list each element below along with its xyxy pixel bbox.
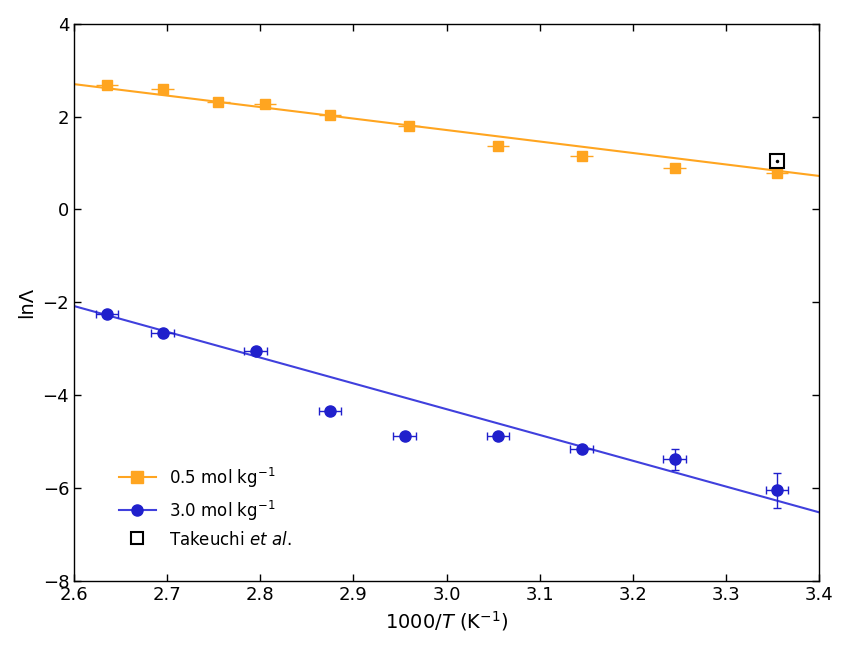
Legend: 0.5 mol kg$^{-1}$, 3.0 mol kg$^{-1}$, Takeuchi $\it{et\ al.}$: 0.5 mol kg$^{-1}$, 3.0 mol kg$^{-1}$, Ta…: [112, 460, 298, 556]
Y-axis label: lnΛ: lnΛ: [17, 287, 36, 318]
X-axis label: 1000/$\it{T}$ (K$^{-1}$): 1000/$\it{T}$ (K$^{-1}$): [385, 610, 508, 633]
